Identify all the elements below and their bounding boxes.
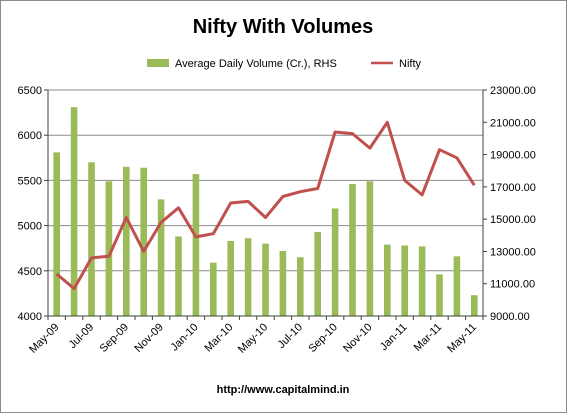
- volume-bar: [279, 250, 287, 316]
- x-tick-label: May-09: [27, 321, 61, 355]
- volume-bar: [331, 208, 339, 316]
- volume-bar: [105, 181, 113, 316]
- volume-bar: [383, 244, 391, 316]
- volume-bar: [140, 167, 148, 316]
- legend: Average Daily Volume (Cr.), RHS Nifty: [147, 58, 422, 70]
- left-axis-ticks: 4000 4500 5000 5500 6000 6500: [18, 85, 48, 323]
- volume-bars: [53, 107, 478, 317]
- volume-bar: [192, 174, 200, 316]
- volume-bar: [366, 181, 374, 316]
- right-tick-label: 11000.00: [490, 279, 535, 291]
- right-tick-label: 19000.00: [490, 150, 536, 162]
- volume-bar: [296, 257, 304, 316]
- right-tick-label: 13000.00: [490, 246, 536, 258]
- volume-bar: [453, 256, 461, 316]
- nifty-line: [55, 120, 476, 291]
- x-tick-label: May-10: [236, 321, 270, 355]
- x-tick-label: Sep-10: [306, 321, 340, 355]
- left-tick-label: 6000: [18, 130, 42, 142]
- left-tick-label: 4000: [18, 311, 42, 323]
- volume-bar: [470, 295, 478, 316]
- chart-title: Nifty With Volumes: [193, 16, 374, 38]
- x-tick-label: Mar-10: [202, 321, 235, 354]
- left-tick-label: 4500: [18, 266, 42, 278]
- volume-bar: [401, 245, 409, 316]
- x-tick-label: Nov-10: [341, 321, 375, 355]
- volume-bar: [314, 231, 322, 316]
- volume-bar: [209, 262, 217, 316]
- volume-bar: [227, 240, 235, 316]
- right-axis-ticks: 9000.00 11000.00 13000.00 15000.00 17000.00 1…: [483, 85, 536, 323]
- right-tick-label: 9000.00: [490, 311, 530, 323]
- x-axis-ticks: May-09 Jul-09 Sep-09 Nov-09 Jan-10 Mar-10 May-…: [27, 316, 484, 356]
- volume-bar: [418, 246, 426, 316]
- right-tick-label: 17000.00: [490, 182, 536, 194]
- axes: [47, 89, 484, 317]
- x-tick-label: Jul-09: [67, 321, 97, 351]
- nifty-series-line: [55, 120, 476, 291]
- x-tick-label: May-11: [445, 321, 479, 355]
- volume-bar: [53, 152, 61, 316]
- x-tick-label: Jan-10: [168, 321, 200, 353]
- right-tick-label: 21000.00: [490, 117, 536, 129]
- x-tick-label: Sep-09: [98, 321, 132, 355]
- volume-bar: [157, 199, 165, 316]
- volume-bar: [349, 184, 356, 316]
- legend-label-nifty: Nifty: [399, 58, 422, 70]
- x-tick-label: Jul-10: [275, 321, 305, 351]
- legend-swatch-volume: [147, 59, 169, 67]
- x-tick-label: Mar-11: [412, 321, 445, 354]
- left-tick-label: 5000: [18, 221, 42, 233]
- volume-bar: [175, 236, 182, 316]
- volume-bar: [122, 166, 130, 316]
- volume-bar: [88, 162, 95, 316]
- x-tick-label: Jan-11: [378, 321, 410, 353]
- left-tick-label: 6500: [18, 85, 42, 97]
- right-tick-label: 23000.00: [490, 85, 536, 97]
- x-tick-label: Nov-09: [132, 321, 166, 355]
- volume-bar: [70, 107, 78, 317]
- left-tick-label: 5500: [18, 175, 42, 187]
- legend-label-volume: Average Daily Volume (Cr.), RHS: [175, 58, 337, 70]
- footer-url: http://www.capitalmind.in: [217, 384, 350, 396]
- volume-bar: [244, 238, 252, 316]
- right-tick-label: 15000.00: [490, 214, 536, 226]
- volume-bar: [262, 243, 269, 316]
- volume-bar: [436, 274, 443, 316]
